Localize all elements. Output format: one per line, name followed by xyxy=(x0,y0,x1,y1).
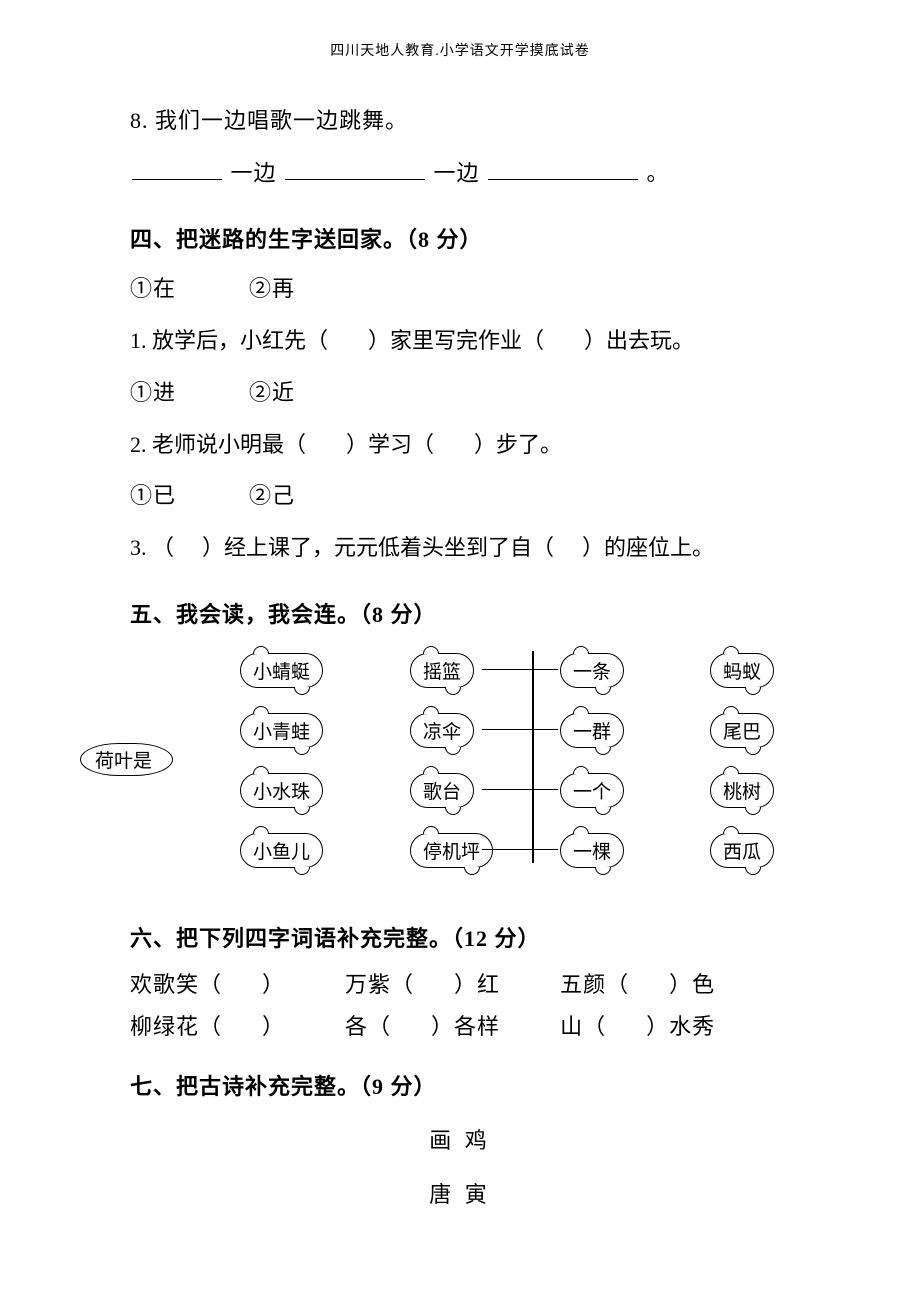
blank[interactable] xyxy=(285,152,425,181)
colA-item-0: 小蜻蜓 xyxy=(240,653,323,688)
idiom-3: 五颜（）色 xyxy=(560,967,715,999)
colC-item-2: 一个 xyxy=(560,773,624,808)
divider-line xyxy=(532,651,534,863)
section5-close: ） xyxy=(414,602,437,627)
s4-q2: 2. 老师说小明最（ ）学习（ ）步了。 xyxy=(130,424,860,466)
colD-item-0: 蚂蚁 xyxy=(710,653,774,688)
q8-sentence: 8. 我们一边唱歌一边跳舞。 xyxy=(130,100,860,142)
section5-title: 五、我会读，我会连。（8 分） xyxy=(130,597,860,629)
section5-points: 8 分 xyxy=(372,602,414,627)
s4-pair1: ①在 ②再 xyxy=(130,268,860,310)
word-yibian-2: 一边 xyxy=(434,160,480,185)
s4-q3: 3. （ ）经上课了，元元低着头坐到了自（ ）的座位上。 xyxy=(130,527,860,569)
q3-t2: ）经上课了，元元低着头坐到了自（ xyxy=(202,535,554,560)
option-jin-1: ①进 xyxy=(130,380,176,405)
colC-item-0: 一条 xyxy=(560,653,624,688)
q8-pattern: 一边 一边 。 xyxy=(130,152,860,194)
q3-t3: ）的座位上。 xyxy=(582,535,714,560)
tick-line xyxy=(532,729,558,731)
q2-t2: ）学习（ xyxy=(346,432,434,457)
option-zai-2: ②再 xyxy=(249,276,295,301)
q8-number: 8. xyxy=(130,108,149,133)
tick-line xyxy=(532,669,558,671)
section4-title: 四、把迷路的生字送回家。（8 分） xyxy=(130,222,860,254)
colB-item-0: 摇篮 xyxy=(410,653,474,688)
option-zai-1: ①在 xyxy=(130,276,176,301)
section4-title-text: 四、把迷路的生字送回家。（ xyxy=(130,227,418,252)
tick-line xyxy=(482,729,532,731)
q2-t1: 老师说小明最（ xyxy=(152,432,306,457)
section6-points: 12 分 xyxy=(464,926,518,951)
poem-title: 画 鸡 xyxy=(60,1123,860,1155)
q2-num: 2. xyxy=(130,432,147,457)
idiom-2: 万紫（）红 xyxy=(345,967,500,999)
idiom-5: 各（）各样 xyxy=(345,1009,500,1041)
s4-q1: 1. 放学后，小红先（ ）家里写完作业（ ）出去玩。 xyxy=(130,320,860,362)
tick-line xyxy=(482,669,532,671)
blank[interactable] xyxy=(132,152,222,181)
s4-pair2: ①进 ②近 xyxy=(130,372,860,414)
option-yi-2: ②己 xyxy=(249,483,295,508)
option-jin-2: ②近 xyxy=(249,380,295,405)
colC-item-3: 一棵 xyxy=(560,833,624,868)
section4-close: ） xyxy=(460,227,483,252)
tick-line xyxy=(482,789,532,791)
section7-close: ） xyxy=(414,1074,437,1099)
idiom-4: 柳绿花（） xyxy=(130,1009,285,1041)
colB-item-1: 凉伞 xyxy=(410,713,474,748)
idiom-6: 山（）水秀 xyxy=(560,1009,715,1041)
section7-title-text: 七、把古诗补充完整。（ xyxy=(130,1074,372,1099)
dot: 。 xyxy=(647,160,670,185)
section7-points: 9 分 xyxy=(372,1074,414,1099)
page-header: 四川天地人教育.小学语文开学摸底试卷 xyxy=(60,40,860,60)
colD-item-1: 尾巴 xyxy=(710,713,774,748)
tick-line xyxy=(532,849,558,851)
lotus-label: 荷叶是 xyxy=(80,743,173,776)
colB-item-2: 歌台 xyxy=(410,773,474,808)
blank[interactable] xyxy=(488,152,638,181)
colA-item-1: 小青蛙 xyxy=(240,713,323,748)
q1-t2: ）家里写完作业（ xyxy=(368,328,544,353)
poem-author: 唐 寅 xyxy=(60,1177,860,1209)
q3-t1: （ xyxy=(152,535,174,560)
tick-line xyxy=(532,789,558,791)
s6-row2: 柳绿花（） 各（）各样 山（）水秀 xyxy=(130,1009,860,1041)
section4-points: 8 分 xyxy=(418,227,460,252)
q3-num: 3. xyxy=(130,535,147,560)
section6-close: ） xyxy=(518,926,541,951)
option-yi-1: ①已 xyxy=(130,483,176,508)
q1-num: 1. xyxy=(130,328,147,353)
colA-item-2: 小水珠 xyxy=(240,773,323,808)
q1-t3: ）出去玩。 xyxy=(584,328,694,353)
word-yibian-1: 一边 xyxy=(231,160,277,185)
section7-title: 七、把古诗补充完整。（9 分） xyxy=(130,1069,860,1101)
q2-t3: ）步了。 xyxy=(474,432,562,457)
q1-t1: 放学后，小红先（ xyxy=(152,328,328,353)
s4-pair3: ①已 ②己 xyxy=(130,475,860,517)
idiom-1: 欢歌笑（） xyxy=(130,967,285,999)
section6-title-text: 六、把下列四字词语补充完整。（ xyxy=(130,926,464,951)
s6-row1: 欢歌笑（） 万紫（）红 五颜（）色 xyxy=(130,967,860,999)
tick-line xyxy=(482,849,532,851)
colD-item-2: 桃树 xyxy=(710,773,774,808)
colC-item-1: 一群 xyxy=(560,713,624,748)
colB-item-3: 停机坪 xyxy=(410,833,493,868)
q8-text: 我们一边唱歌一边跳舞。 xyxy=(155,108,408,133)
matching-diagram: 荷叶是 小蜻蜓小青蛙小水珠小鱼儿 摇篮凉伞歌台停机坪 一条一群一个一棵 蚂蚁尾巴桃树西瓜 xyxy=(80,643,880,893)
section6-title: 六、把下列四字词语补充完整。（12 分） xyxy=(130,921,860,953)
colD-item-3: 西瓜 xyxy=(710,833,774,868)
section5-title-text: 五、我会读，我会连。（ xyxy=(130,602,372,627)
colA-item-3: 小鱼儿 xyxy=(240,833,323,868)
